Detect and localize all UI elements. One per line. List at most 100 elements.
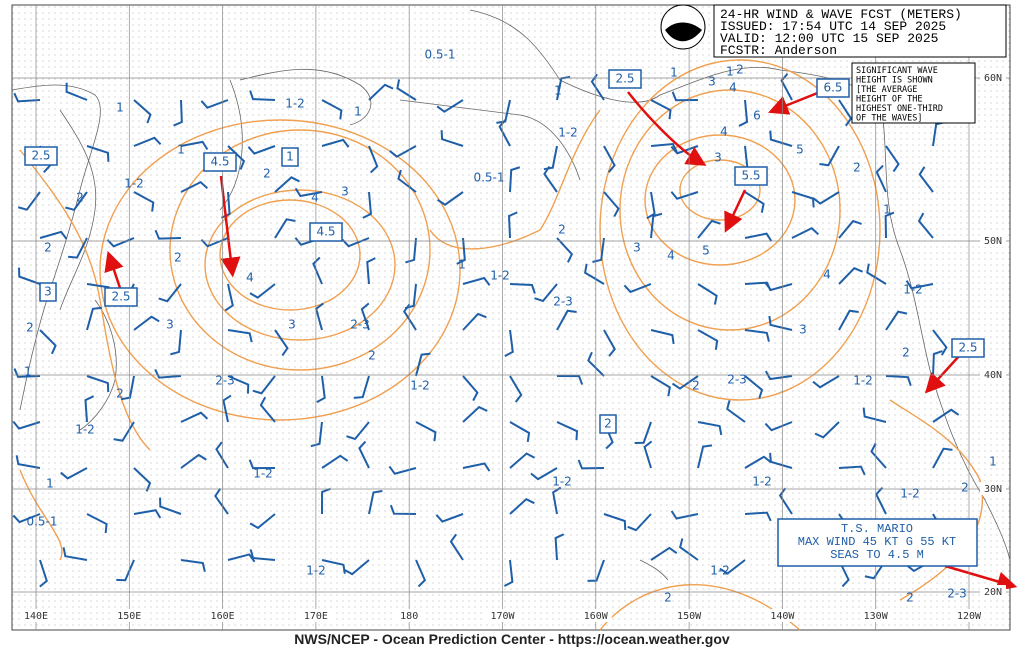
- wind-barb: [274, 329, 289, 357]
- contour-label: 2-3: [947, 587, 967, 601]
- contour-label: 3: [633, 241, 641, 255]
- wind-barb: [838, 465, 866, 476]
- wind-barb: [274, 176, 300, 193]
- wind-barb: [65, 82, 88, 101]
- wind-barb: [13, 92, 41, 103]
- wind-barb: [556, 309, 577, 331]
- wind-barb: [252, 375, 276, 395]
- wind-barb: [650, 142, 678, 153]
- wind-barb: [671, 91, 699, 102]
- wind-barb: [227, 329, 253, 343]
- wind-barb: [15, 455, 41, 469]
- wind-barb: [65, 191, 88, 211]
- contour-label: 1-2: [552, 475, 572, 489]
- wind-barb: [650, 546, 678, 561]
- lon-label: 160E: [211, 611, 235, 622]
- wind-barb: [678, 538, 699, 561]
- wind-barb: [227, 375, 250, 394]
- wind-barb: [133, 509, 162, 519]
- wave-box-label: 6.5: [823, 81, 842, 95]
- wind-barb: [133, 315, 160, 331]
- wind-barb: [39, 230, 68, 240]
- wind-barb: [415, 352, 431, 377]
- lat-label-bg: [980, 368, 1006, 381]
- wave-box-label: 1: [286, 150, 294, 164]
- lat-label-bg: [980, 482, 1006, 495]
- contour-label: 3: [341, 185, 349, 199]
- wind-barb: [744, 511, 772, 522]
- lon-label: 140E: [24, 611, 48, 622]
- wind-barb: [397, 169, 417, 193]
- header-valid: VALID: 12:00 UTC 15 SEP 2025: [720, 31, 938, 46]
- header-issued: ISSUED: 17:54 UTC 14 SEP 2025: [720, 19, 946, 34]
- wind-barb: [768, 315, 793, 331]
- lon-label-bg: [113, 609, 146, 622]
- wind-barb: [86, 375, 110, 393]
- wind-barb: [436, 99, 464, 113]
- wave-box: [203, 152, 237, 172]
- wind-barb: [838, 99, 853, 127]
- wind-barb: [18, 267, 41, 285]
- wind-barb: [587, 559, 605, 582]
- contour-label: 3: [708, 75, 716, 89]
- wave-box: [24, 146, 58, 166]
- wave-box-label: 5.5: [741, 169, 760, 183]
- header-frame: [713, 4, 1007, 58]
- wind-barb: [274, 218, 296, 239]
- wind-barb: [113, 421, 135, 442]
- wind-barb: [744, 375, 764, 399]
- wind-barb: [86, 306, 102, 331]
- wind-barb: [120, 375, 135, 401]
- lon-label-bg: [766, 609, 799, 622]
- wind-barb: [222, 394, 232, 423]
- contour-label: 2-3: [215, 374, 235, 388]
- note-line: SIGNIFICANT WAVE: [856, 66, 938, 76]
- wind-barb: [932, 329, 948, 356]
- wind-barb: [358, 440, 370, 469]
- wind-barb: [403, 303, 417, 331]
- wind-barb: [62, 547, 88, 561]
- header-forecaster: FCSTR: Anderson: [720, 43, 837, 58]
- wind-barb: [508, 211, 518, 239]
- lon-label: 160W: [584, 611, 609, 622]
- wind-barb: [650, 99, 672, 120]
- wind-barb: [726, 400, 746, 423]
- contour-label: 5: [702, 244, 710, 258]
- note-line: HIGHEST ONE-THIRD: [856, 104, 943, 114]
- wave-box-label: 4.5: [210, 155, 229, 169]
- wind-barb: [12, 420, 41, 430]
- contour-label: 3: [288, 318, 296, 332]
- wind-barb: [154, 369, 182, 379]
- wind-barb: [744, 232, 773, 242]
- wind-barb: [509, 283, 536, 294]
- wind-barb: [368, 489, 383, 515]
- wind-barb: [180, 411, 209, 423]
- wind-barb: [248, 459, 276, 470]
- wind-barb: [158, 283, 182, 303]
- wind-barb: [650, 212, 663, 239]
- wind-barb: [884, 211, 895, 239]
- wind-barb: [932, 350, 943, 377]
- note-line: [THE AVERAGE: [856, 85, 917, 95]
- wind-barb: [603, 145, 616, 173]
- wind-barbs: [12, 73, 960, 588]
- contour-label: 1-2: [558, 126, 578, 140]
- wind-barb: [154, 229, 182, 240]
- wave-box: [599, 414, 617, 434]
- wind-barb: [200, 99, 229, 109]
- wind-barb: [133, 136, 162, 147]
- lon-label: 120W: [957, 611, 982, 622]
- wave-box-label: 4.5: [316, 225, 335, 239]
- wind-barb: [312, 256, 323, 285]
- red-arrows: [104, 90, 1018, 592]
- wind-barb: [509, 452, 536, 469]
- note-line: HEIGHT OF THE: [856, 95, 923, 105]
- wind-barb: [456, 237, 466, 265]
- wind-barb: [39, 329, 57, 355]
- wind-barb: [503, 559, 514, 587]
- contour-label: 1: [989, 455, 997, 469]
- contour-label: 2: [558, 223, 566, 237]
- wave-box-label: 2: [604, 417, 612, 431]
- wind-barb: [60, 467, 88, 480]
